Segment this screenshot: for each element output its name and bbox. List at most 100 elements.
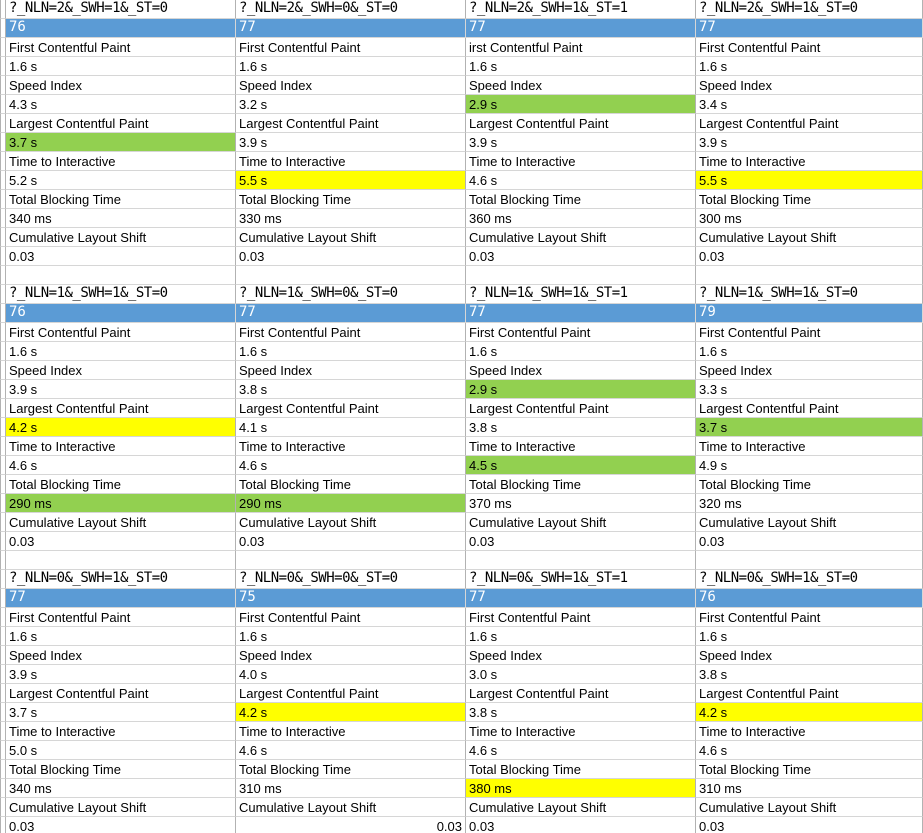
metric-label-cell[interactable]: Cumulative Layout Shift	[6, 513, 236, 532]
filler-cell[interactable]	[236, 266, 466, 285]
metric-value-cell[interactable]: 0.03	[696, 817, 923, 833]
metric-value-cell[interactable]: 3.9 s	[696, 133, 923, 152]
metric-label-cell[interactable]: Speed Index	[696, 361, 923, 380]
metric-value-cell[interactable]: 2.9 s	[466, 380, 696, 399]
metric-label-cell[interactable]: Speed Index	[236, 646, 466, 665]
metric-value-cell[interactable]: 3.7 s	[6, 703, 236, 722]
metric-value-cell[interactable]: 4.2 s	[236, 703, 466, 722]
metric-value-cell[interactable]: 5.5 s	[696, 171, 923, 190]
metric-value-cell[interactable]: 3.4 s	[696, 95, 923, 114]
metric-label-cell[interactable]: Time to Interactive	[696, 437, 923, 456]
metric-label-cell[interactable]: Largest Contentful Paint	[696, 399, 923, 418]
metric-value-cell[interactable]: 4.6 s	[236, 741, 466, 760]
metric-value-cell[interactable]: 0.03	[6, 817, 236, 833]
score-cell[interactable]: 76	[6, 304, 236, 323]
metric-value-cell[interactable]: 310 ms	[236, 779, 466, 798]
metric-label-cell[interactable]: Largest Contentful Paint	[6, 114, 236, 133]
metric-value-cell[interactable]: 0.03	[236, 817, 466, 833]
metric-label-cell[interactable]: irst Contentful Paint	[466, 38, 696, 57]
metric-label-cell[interactable]: Total Blocking Time	[6, 190, 236, 209]
metric-label-cell[interactable]: First Contentful Paint	[6, 323, 236, 342]
metric-label-cell[interactable]: Time to Interactive	[466, 152, 696, 171]
metric-label-cell[interactable]: Total Blocking Time	[696, 760, 923, 779]
metric-label-cell[interactable]: Largest Contentful Paint	[466, 114, 696, 133]
metric-value-cell[interactable]: 300 ms	[696, 209, 923, 228]
metric-label-cell[interactable]: Time to Interactive	[466, 722, 696, 741]
metric-value-cell[interactable]: 1.6 s	[6, 627, 236, 646]
metric-value-cell[interactable]: 3.9 s	[6, 380, 236, 399]
metric-label-cell[interactable]: Speed Index	[466, 361, 696, 380]
metric-label-cell[interactable]: First Contentful Paint	[696, 38, 923, 57]
metric-label-cell[interactable]: Speed Index	[6, 646, 236, 665]
metric-label-cell[interactable]: Total Blocking Time	[696, 475, 923, 494]
query-cell[interactable]: ?_NLN=0&_SWH=1&_ST=0	[6, 570, 236, 589]
score-cell[interactable]: 77	[236, 304, 466, 323]
metric-label-cell[interactable]: Time to Interactive	[6, 722, 236, 741]
metric-value-cell[interactable]: 0.03	[696, 247, 923, 266]
metric-label-cell[interactable]: Largest Contentful Paint	[236, 684, 466, 703]
metric-value-cell[interactable]: 1.6 s	[236, 57, 466, 76]
metric-value-cell[interactable]: 0.03	[466, 817, 696, 833]
filler-cell[interactable]	[236, 551, 466, 570]
metric-value-cell[interactable]: 4.6 s	[236, 456, 466, 475]
score-cell[interactable]: 77	[6, 589, 236, 608]
metric-value-cell[interactable]: 5.5 s	[236, 171, 466, 190]
metric-value-cell[interactable]: 1.6 s	[6, 57, 236, 76]
metric-value-cell[interactable]: 4.6 s	[466, 741, 696, 760]
metric-label-cell[interactable]: Total Blocking Time	[236, 190, 466, 209]
metric-value-cell[interactable]: 4.2 s	[696, 703, 923, 722]
metric-value-cell[interactable]: 3.2 s	[236, 95, 466, 114]
metric-label-cell[interactable]: Time to Interactive	[696, 152, 923, 171]
metric-label-cell[interactable]: Total Blocking Time	[236, 475, 466, 494]
score-cell[interactable]: 77	[236, 19, 466, 38]
metric-label-cell[interactable]: Speed Index	[696, 76, 923, 95]
metric-value-cell[interactable]: 4.6 s	[6, 456, 236, 475]
query-cell[interactable]: ?_NLN=2&_SWH=0&_ST=0	[236, 0, 466, 19]
metric-label-cell[interactable]: Cumulative Layout Shift	[236, 228, 466, 247]
metric-value-cell[interactable]: 3.3 s	[696, 380, 923, 399]
metric-label-cell[interactable]: First Contentful Paint	[6, 38, 236, 57]
query-cell[interactable]: ?_NLN=2&_SWH=1&_ST=0	[696, 0, 923, 19]
metric-label-cell[interactable]: Total Blocking Time	[466, 190, 696, 209]
metric-label-cell[interactable]: Time to Interactive	[6, 152, 236, 171]
metric-value-cell[interactable]: 1.6 s	[696, 342, 923, 361]
metric-value-cell[interactable]: 3.7 s	[6, 133, 236, 152]
metric-value-cell[interactable]: 1.6 s	[6, 342, 236, 361]
metric-value-cell[interactable]: 3.8 s	[236, 380, 466, 399]
metric-label-cell[interactable]: Cumulative Layout Shift	[236, 513, 466, 532]
query-cell[interactable]: ?_NLN=2&_SWH=1&_ST=0	[6, 0, 236, 19]
filler-cell[interactable]	[6, 551, 236, 570]
metric-value-cell[interactable]: 360 ms	[466, 209, 696, 228]
metric-value-cell[interactable]: 290 ms	[236, 494, 466, 513]
metric-label-cell[interactable]: Cumulative Layout Shift	[466, 513, 696, 532]
metric-label-cell[interactable]: Speed Index	[236, 361, 466, 380]
metric-label-cell[interactable]: Cumulative Layout Shift	[236, 798, 466, 817]
metric-value-cell[interactable]: 3.8 s	[696, 665, 923, 684]
metric-value-cell[interactable]: 2.9 s	[466, 95, 696, 114]
metric-value-cell[interactable]: 4.0 s	[236, 665, 466, 684]
metric-label-cell[interactable]: Cumulative Layout Shift	[6, 798, 236, 817]
metric-value-cell[interactable]: 3.9 s	[236, 133, 466, 152]
metric-value-cell[interactable]: 1.6 s	[236, 342, 466, 361]
filler-cell[interactable]	[696, 551, 923, 570]
score-cell[interactable]: 76	[6, 19, 236, 38]
metric-value-cell[interactable]: 0.03	[6, 532, 236, 551]
score-cell[interactable]: 75	[236, 589, 466, 608]
metric-value-cell[interactable]: 4.6 s	[696, 741, 923, 760]
metric-value-cell[interactable]: 290 ms	[6, 494, 236, 513]
metric-value-cell[interactable]: 4.9 s	[696, 456, 923, 475]
score-cell[interactable]: 76	[696, 589, 923, 608]
metric-value-cell[interactable]: 4.2 s	[6, 418, 236, 437]
metric-label-cell[interactable]: Time to Interactive	[236, 722, 466, 741]
metric-value-cell[interactable]: 310 ms	[696, 779, 923, 798]
metric-label-cell[interactable]: First Contentful Paint	[236, 608, 466, 627]
metric-label-cell[interactable]: Largest Contentful Paint	[696, 684, 923, 703]
filler-cell[interactable]	[466, 551, 696, 570]
metric-value-cell[interactable]: 4.3 s	[6, 95, 236, 114]
filler-cell[interactable]	[696, 266, 923, 285]
metric-label-cell[interactable]: First Contentful Paint	[466, 323, 696, 342]
metric-value-cell[interactable]: 5.2 s	[6, 171, 236, 190]
metric-label-cell[interactable]: First Contentful Paint	[696, 608, 923, 627]
metric-label-cell[interactable]: Cumulative Layout Shift	[6, 228, 236, 247]
metric-label-cell[interactable]: First Contentful Paint	[696, 323, 923, 342]
